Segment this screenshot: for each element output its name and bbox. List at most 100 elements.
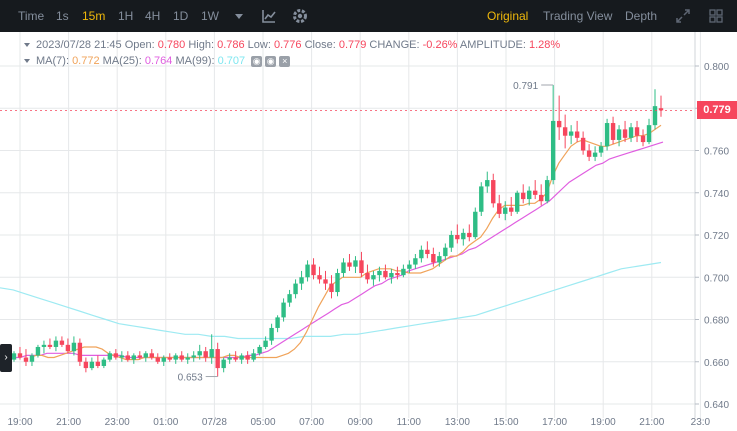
ma7-value: 0.772 xyxy=(72,55,100,67)
expand-icon[interactable] xyxy=(673,6,693,26)
candle-body xyxy=(335,273,340,293)
candle-body xyxy=(101,359,107,366)
chevron-down-icon[interactable] xyxy=(24,43,30,48)
candle-body xyxy=(628,127,634,138)
candle-body xyxy=(239,355,244,360)
candle-body xyxy=(227,357,232,360)
change-label: CHANGE: xyxy=(369,39,420,51)
candle-body xyxy=(443,247,448,257)
candle-body xyxy=(143,353,148,358)
chevron-down-icon[interactable] xyxy=(24,59,30,64)
candle-body xyxy=(640,135,646,143)
ma25-label: MA(25): xyxy=(102,55,142,67)
close-icon[interactable]: × xyxy=(279,55,291,67)
view-trading-view[interactable]: Trading View xyxy=(543,9,613,23)
high-value: 0.786 xyxy=(217,39,245,51)
y-tick-label: 0.800 xyxy=(704,62,729,73)
candle-body xyxy=(461,232,466,240)
candle-body xyxy=(137,355,142,358)
candle-body xyxy=(598,146,604,153)
eye-icon[interactable]: ◉ xyxy=(251,55,263,67)
candle-body xyxy=(556,120,562,128)
candle-body xyxy=(293,283,298,295)
candle-body xyxy=(622,129,628,138)
candle-body xyxy=(515,192,520,212)
chevron-down-icon[interactable] xyxy=(229,6,249,26)
close-value: 0.779 xyxy=(338,39,367,51)
candle-body xyxy=(455,235,460,240)
candle-body xyxy=(371,275,376,280)
candle-body xyxy=(610,123,616,140)
candle-body xyxy=(305,264,310,278)
candle-body xyxy=(203,351,208,358)
candle-body xyxy=(191,355,196,358)
candle-body xyxy=(35,346,41,356)
candle-body xyxy=(197,351,202,356)
ohlc-info: 2023/07/28 21:45 Open: 0.780 High: 0.786… xyxy=(24,38,560,52)
x-tick-label: 17:00 xyxy=(542,417,567,428)
candlestick-chart[interactable]: 0.800 0.780 0.760 0.740 0.720 0.700 0.680 0.660… xyxy=(0,32,737,431)
x-tick-label: 21:00 xyxy=(639,417,664,428)
candle-body xyxy=(389,273,394,278)
candle-body xyxy=(407,264,412,269)
candle-body xyxy=(269,327,274,341)
candle-body xyxy=(562,127,568,136)
gear-icon[interactable] xyxy=(290,6,310,26)
low-label: Low: xyxy=(247,39,271,51)
candle-body xyxy=(395,273,400,276)
x-tick-label: 13:00 xyxy=(445,417,470,428)
grid-icon[interactable] xyxy=(706,6,726,26)
y-tick-label: 0.700 xyxy=(704,273,729,284)
ma7-label: MA(7): xyxy=(36,55,69,67)
settings-icon[interactable]: ◉ xyxy=(265,55,277,67)
x-tick-label: 19:00 xyxy=(7,417,32,428)
view-depth[interactable]: Depth xyxy=(625,9,658,23)
candle-body xyxy=(383,270,388,278)
interval-1s[interactable]: 1s xyxy=(56,9,69,23)
candle-body xyxy=(257,346,262,354)
candle-body xyxy=(532,190,538,195)
candle-body xyxy=(347,262,352,267)
x-tick-label: 09:00 xyxy=(348,417,373,428)
interval-1d[interactable]: 1D xyxy=(173,9,189,23)
amplitude-value: 1.28% xyxy=(529,39,561,51)
interval-1h[interactable]: 1H xyxy=(118,9,134,23)
interval-time[interactable]: Time xyxy=(18,9,45,23)
candle-body xyxy=(491,180,496,204)
candle-body xyxy=(185,357,190,360)
y-tick-label: 0.720 xyxy=(704,231,729,242)
interval-15m[interactable]: 15m xyxy=(82,9,106,23)
interval-1w[interactable]: 1W xyxy=(201,9,219,23)
low-value: 0.776 xyxy=(273,39,302,51)
candle-body xyxy=(161,357,166,362)
x-tick-label: 07/28 xyxy=(202,417,227,428)
interval-4h[interactable]: 4H xyxy=(145,9,161,23)
ma99-label: MA(99): xyxy=(175,55,215,67)
ohlc-datetime: 2023/07/28 21:45 xyxy=(36,39,122,51)
view-original[interactable]: Original xyxy=(487,9,529,23)
candle-body xyxy=(323,279,328,284)
candle-body xyxy=(83,361,89,369)
collapse-panel-icon[interactable]: › xyxy=(0,344,12,372)
candle-body xyxy=(604,123,610,147)
candle-body xyxy=(53,340,59,347)
candle-body xyxy=(467,232,472,238)
candle-body xyxy=(449,235,454,248)
candle-body xyxy=(89,361,95,369)
candle-body xyxy=(479,186,484,212)
candle-body xyxy=(71,342,77,352)
candle-body xyxy=(23,357,29,362)
x-axis: 19:00 21:00 23:00 01:00 07/28 05:00 07:00 09:00… xyxy=(7,417,710,428)
candle-body xyxy=(616,129,622,140)
candle-body xyxy=(568,131,574,136)
candle-body xyxy=(95,361,101,366)
candles xyxy=(5,85,664,377)
x-tick-label: 01:00 xyxy=(153,417,178,428)
ma25-line xyxy=(0,141,664,361)
amplitude-label: AMPLITUDE: xyxy=(459,39,526,51)
candle-body xyxy=(65,344,71,352)
candle-body xyxy=(17,353,23,358)
candle-body xyxy=(377,270,382,276)
candle-body xyxy=(646,125,652,143)
indicator-icon[interactable] xyxy=(259,6,279,26)
